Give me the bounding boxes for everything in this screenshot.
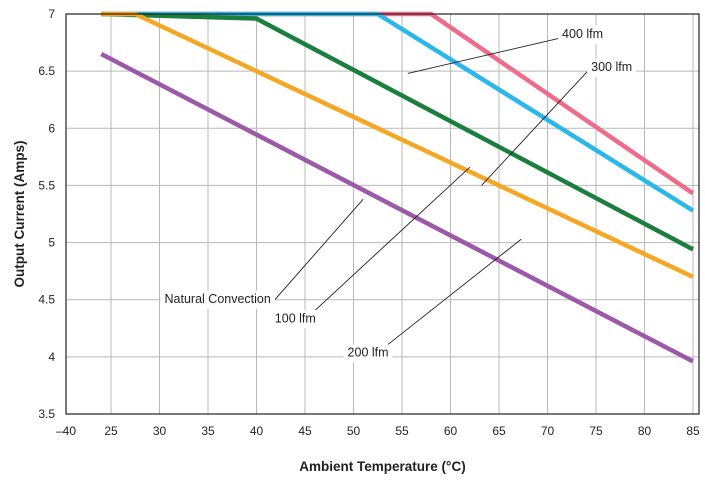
- plot-frame: [65, 13, 700, 415]
- y-tick-label-2: 4.5: [38, 293, 55, 307]
- x-tick-label-7: 55: [395, 424, 409, 438]
- y-tick-label-4: 5.5: [38, 178, 55, 192]
- annotation-label-4: 200 lfm: [348, 346, 389, 360]
- annotation-label-2: Natural Convection: [165, 292, 271, 306]
- x-tick-labels: –40 25 30 35 40 45 50 55 60 65 70 75 80 85: [56, 424, 700, 438]
- x-tick-label-13: 85: [686, 424, 700, 438]
- x-tick-label-11: 75: [589, 424, 603, 438]
- series-line-natural-convection: [100, 52, 695, 364]
- y-tick-label-7: 7: [48, 7, 55, 21]
- x-tick-label-2: 30: [153, 424, 167, 438]
- y-tick-labels: 3.5 4 4.5 5 5.5 6 6.5 7: [38, 7, 55, 421]
- y-tick-label-1: 4: [48, 350, 55, 364]
- series-line-lfm-200: [101, 11, 695, 252]
- x-tick-label-4: 40: [250, 424, 264, 438]
- y-tick-label-5: 6: [48, 121, 55, 135]
- annotation-bg-0: [558, 25, 608, 44]
- annotation-bg-3: [270, 310, 320, 329]
- y-axis-title: Output Current (Amps): [12, 141, 27, 288]
- x-tick-label-5: 45: [298, 424, 312, 438]
- annotation-bg-4: [343, 344, 393, 363]
- x-tick-label-0: –40: [56, 424, 76, 438]
- x-tick-label-1: 25: [104, 424, 118, 438]
- annotation-label-1: 300 lfm: [591, 60, 632, 74]
- annotation-leader-2: [274, 198, 364, 301]
- annotation-bg-1: [587, 58, 637, 77]
- y-tick-label-6: 6.5: [38, 64, 55, 78]
- annotation-bg-2: [160, 290, 275, 309]
- x-tick-label-10: 70: [541, 424, 555, 438]
- annotation-leader-3: [314, 166, 471, 311]
- x-tick-label-8: 60: [444, 424, 458, 438]
- x-tick-label-12: 80: [638, 424, 652, 438]
- x-axis-title: Ambient Temperature (°C): [299, 459, 465, 474]
- annotations: 400 lfm 300 lfm Natural Convection 100 lfm 2…: [160, 25, 637, 363]
- annotation-leader-0: [407, 38, 559, 74]
- y-tick-label-3: 5: [48, 236, 55, 250]
- annotation-leader-4: [387, 238, 522, 345]
- x-tick-label-9: 65: [492, 424, 506, 438]
- annotation-label-0: 400 lfm: [562, 27, 603, 41]
- annotation-label-3: 100 lfm: [275, 311, 316, 325]
- y-tick-label-0: 3.5: [38, 407, 55, 421]
- x-tick-label-3: 35: [201, 424, 215, 438]
- series-line-lfm-100: [101, 11, 694, 279]
- annotation-leader-1: [481, 71, 588, 186]
- x-tick-label-6: 50: [347, 424, 361, 438]
